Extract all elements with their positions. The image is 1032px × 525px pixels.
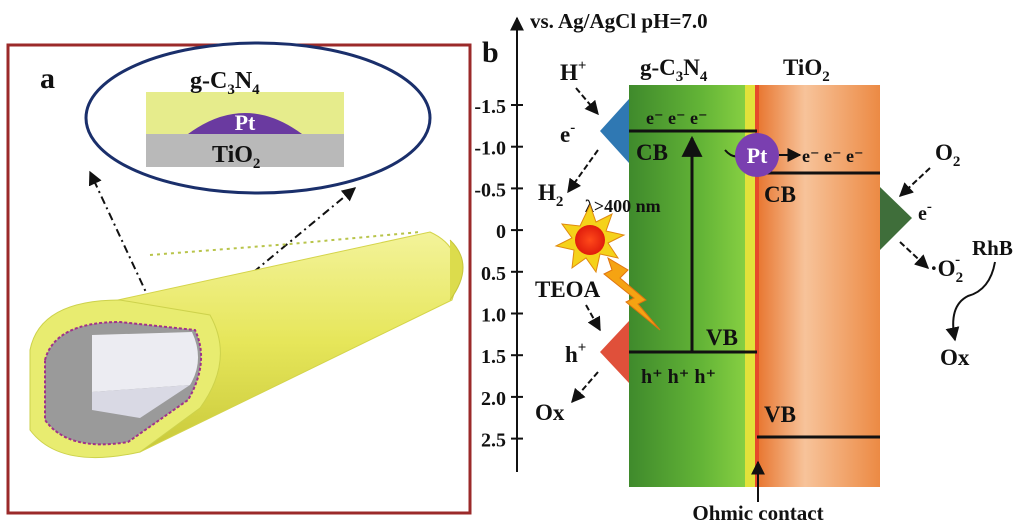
sun-icon — [554, 203, 626, 274]
gcn-cb-label: CB — [636, 140, 668, 165]
ox-right-label: Ox — [940, 345, 970, 370]
axis-tick-label: 0 — [496, 221, 506, 243]
axis-tick-label: 2.0 — [481, 388, 506, 410]
h-left-label: h+ — [565, 340, 586, 367]
panel-a-label: a — [40, 62, 55, 95]
ohmic-contact-label: Ohmic contact — [692, 501, 823, 525]
axis-tick-label: -1.0 — [474, 138, 506, 160]
gcn-vb-label: VB — [706, 325, 738, 350]
lightning-icon — [603, 256, 661, 331]
pt-particle-b — [735, 133, 779, 177]
pt-label-b: Pt — [747, 143, 768, 168]
inset-pt-label: Pt — [235, 110, 256, 135]
tio2-block-label: TiO2 — [783, 55, 830, 85]
right-triangle — [880, 187, 912, 250]
tube-cavity — [92, 332, 199, 392]
reduction-triangle — [600, 99, 629, 163]
rhb-label: RhB — [972, 236, 1013, 260]
panel-a: a g-C3N4 Pt TiO2 — [6, 41, 472, 515]
nanotube — [29, 231, 464, 459]
o2-label: O2 — [935, 140, 960, 170]
panel-b-label: b — [482, 36, 499, 69]
ox-left-arrow — [571, 371, 599, 404]
inset-tio2-label: TiO2 — [212, 142, 260, 172]
ox-left-label: Ox — [535, 400, 565, 425]
e-left-label: e- — [560, 120, 575, 147]
superoxide-label: ·O2- — [930, 252, 963, 286]
axis-tick-label: -1.5 — [474, 96, 506, 118]
tio2-cb-label: CB — [764, 182, 796, 207]
pt-electrons: e⁻ e⁻ e⁻ — [802, 146, 863, 166]
axis-tick-label: 2.5 — [481, 430, 506, 452]
h-plus-arrow — [575, 87, 599, 116]
vb-holes: h⁺ h⁺ h⁺ — [641, 366, 716, 388]
inset-gcn-label: g-C3N4 — [190, 68, 260, 98]
oxidation-triangle — [600, 321, 629, 383]
pt-particle — [188, 113, 302, 134]
h2-arrow — [567, 149, 599, 194]
o2-arrow — [898, 167, 931, 197]
axis-ticks: -1.5 -1.0 -0.5 0 0.5 1.0 1.5 2.0 2.5 — [474, 96, 523, 452]
tio2-layer — [146, 134, 344, 167]
teoa-arrow — [585, 304, 601, 332]
tio2-vb-label: VB — [764, 402, 796, 427]
zoom-pointer-right — [197, 187, 357, 319]
teoa-label: TEOA — [535, 277, 601, 302]
axis-tick-label: -0.5 — [474, 179, 506, 201]
superoxide-arrow — [899, 241, 930, 269]
h-plus-label: H+ — [560, 58, 586, 85]
cb-electrons: e⁻ e⁻ e⁻ — [646, 108, 707, 128]
light-wavelength: λ>400 nm — [585, 196, 661, 216]
e-right-label: e- — [918, 199, 932, 225]
axis-tick-label: 1.5 — [481, 346, 506, 368]
h2-label: H2 — [538, 180, 563, 210]
panel-b: b vs. Ag/AgCl pH=7.0 -1.5 -1.0 -0.5 0 0.5 1.0… — [474, 9, 1013, 525]
axis-tick-label: 0.5 — [481, 263, 506, 285]
axis-title: vs. Ag/AgCl pH=7.0 — [530, 9, 708, 33]
rhb-arrow — [945, 261, 996, 342]
gcn-block-label: g-C3N4 — [640, 55, 708, 85]
axis-tick-label: 1.0 — [481, 305, 506, 327]
